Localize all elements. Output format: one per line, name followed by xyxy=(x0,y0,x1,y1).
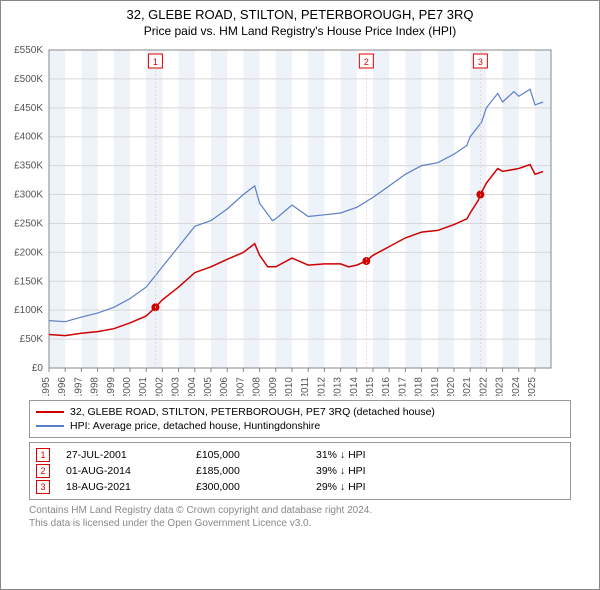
svg-text:2008: 2008 xyxy=(252,377,263,396)
svg-text:3: 3 xyxy=(478,57,483,67)
svg-text:£350K: £350K xyxy=(14,161,43,172)
svg-text:2013: 2013 xyxy=(333,377,344,396)
svg-text:2002: 2002 xyxy=(154,377,165,396)
sale-marker: 3 xyxy=(36,480,50,494)
sale-row: 2 01-AUG-2014£185,00039% ↓ HPI xyxy=(36,463,564,479)
sale-diff: 39% ↓ HPI xyxy=(316,465,366,477)
svg-text:£500K: £500K xyxy=(14,74,43,85)
svg-text:2023: 2023 xyxy=(495,377,506,396)
svg-text:2007: 2007 xyxy=(235,377,246,396)
svg-text:2022: 2022 xyxy=(478,377,489,396)
chart-subtitle: Price paid vs. HM Land Registry's House … xyxy=(1,22,599,42)
sale-price: £105,000 xyxy=(196,449,316,461)
sale-price: £300,000 xyxy=(196,481,316,493)
svg-text:2016: 2016 xyxy=(381,377,392,396)
svg-text:2020: 2020 xyxy=(446,377,457,396)
chart-container: 32, GLEBE ROAD, STILTON, PETERBOROUGH, P… xyxy=(0,0,600,590)
svg-text:2004: 2004 xyxy=(187,377,198,396)
legend-row: HPI: Average price, detached house, Hunt… xyxy=(36,419,564,433)
svg-text:2005: 2005 xyxy=(203,377,214,396)
footer-text: Contains HM Land Registry data © Crown c… xyxy=(29,504,571,530)
svg-text:2: 2 xyxy=(364,57,369,67)
line-chart: £0 £50K £100K £150K £200K £250K £300K £350K £400… xyxy=(1,42,557,396)
footer-line: This data is licensed under the Open Gov… xyxy=(29,517,571,530)
svg-text:2017: 2017 xyxy=(397,377,408,396)
svg-text:2025: 2025 xyxy=(527,377,538,396)
sale-date: 27-JUL-2001 xyxy=(66,449,196,461)
svg-text:£400K: £400K xyxy=(14,132,43,143)
svg-text:2003: 2003 xyxy=(171,377,182,396)
svg-text:2014: 2014 xyxy=(349,377,360,396)
sale-date: 18-AUG-2021 xyxy=(66,481,196,493)
svg-text:1995: 1995 xyxy=(41,377,52,396)
svg-text:1996: 1996 xyxy=(57,377,68,396)
svg-text:2009: 2009 xyxy=(268,377,279,396)
svg-text:2011: 2011 xyxy=(300,377,311,396)
svg-text:2018: 2018 xyxy=(414,377,425,396)
legend-label: 32, GLEBE ROAD, STILTON, PETERBOROUGH, P… xyxy=(70,406,435,418)
svg-text:1: 1 xyxy=(153,57,158,67)
svg-text:£300K: £300K xyxy=(14,190,43,201)
svg-text:£50K: £50K xyxy=(20,334,44,345)
chart-title: 32, GLEBE ROAD, STILTON, PETERBOROUGH, P… xyxy=(1,1,599,22)
svg-text:1999: 1999 xyxy=(106,377,117,396)
sale-row: 3 18-AUG-2021£300,00029% ↓ HPI xyxy=(36,479,564,495)
svg-text:2006: 2006 xyxy=(219,377,230,396)
svg-text:1997: 1997 xyxy=(73,377,84,396)
sale-row: 1 27-JUL-2001£105,00031% ↓ HPI xyxy=(36,447,564,463)
svg-text:2015: 2015 xyxy=(365,377,376,396)
svg-text:2024: 2024 xyxy=(511,377,522,396)
svg-text:£450K: £450K xyxy=(14,103,43,114)
legend-box: 32, GLEBE ROAD, STILTON, PETERBOROUGH, P… xyxy=(29,400,571,438)
svg-text:2019: 2019 xyxy=(430,377,441,396)
svg-text:2010: 2010 xyxy=(284,377,295,396)
legend-label: HPI: Average price, detached house, Hunt… xyxy=(70,420,320,432)
svg-text:£100K: £100K xyxy=(14,305,43,316)
svg-text:£0: £0 xyxy=(32,363,44,374)
legend-swatch xyxy=(36,425,64,427)
footer-line: Contains HM Land Registry data © Crown c… xyxy=(29,504,571,517)
svg-text:£150K: £150K xyxy=(14,276,43,287)
svg-text:£250K: £250K xyxy=(14,218,43,229)
svg-text:£550K: £550K xyxy=(14,45,43,56)
svg-text:2001: 2001 xyxy=(138,377,149,396)
sale-diff: 29% ↓ HPI xyxy=(316,481,366,493)
sale-marker: 2 xyxy=(36,464,50,478)
svg-text:2021: 2021 xyxy=(462,377,473,396)
svg-text:2012: 2012 xyxy=(316,377,327,396)
sale-price: £185,000 xyxy=(196,465,316,477)
legend-swatch xyxy=(36,411,64,413)
sale-diff: 31% ↓ HPI xyxy=(316,449,366,461)
legend-row: 32, GLEBE ROAD, STILTON, PETERBOROUGH, P… xyxy=(36,405,564,419)
svg-text:£200K: £200K xyxy=(14,247,43,258)
sale-marker: 1 xyxy=(36,448,50,462)
svg-text:1998: 1998 xyxy=(90,377,101,396)
sales-box: 1 27-JUL-2001£105,00031% ↓ HPI 2 01-AUG-201… xyxy=(29,442,571,500)
sale-date: 01-AUG-2014 xyxy=(66,465,196,477)
svg-text:2000: 2000 xyxy=(122,377,133,396)
